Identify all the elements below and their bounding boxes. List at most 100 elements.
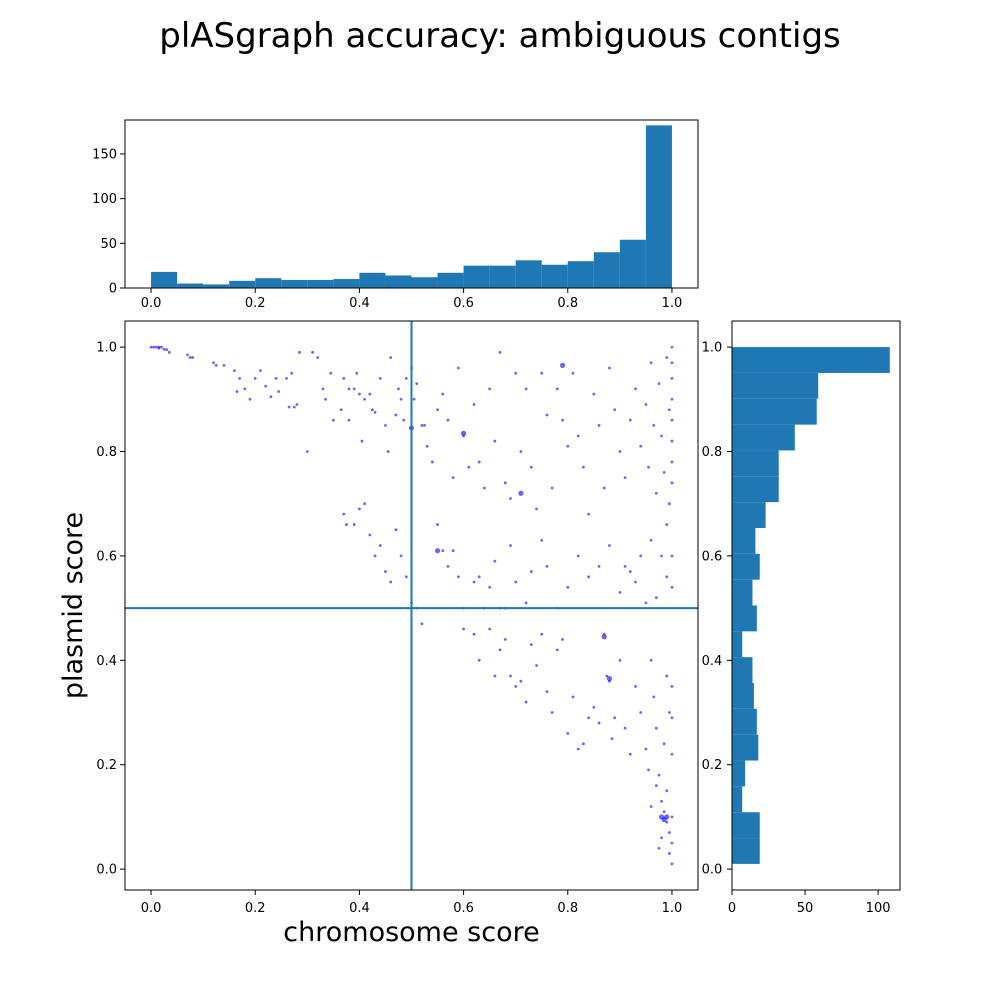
scatter-point	[519, 450, 523, 453]
plasmid-histogram-bar	[732, 760, 746, 787]
scatter-point	[188, 356, 192, 359]
scatter-point	[639, 711, 643, 714]
scatter-point	[647, 768, 650, 772]
scatter-point	[292, 405, 296, 409]
scatter-point	[503, 638, 507, 641]
scatter-point	[592, 705, 596, 709]
scatter-point	[451, 476, 455, 480]
scatter-point	[555, 648, 559, 652]
scatter-point	[602, 486, 606, 490]
plasmid-histogram-bar	[732, 812, 760, 839]
scatter-point	[665, 575, 669, 579]
scatter-point	[660, 799, 663, 803]
scatter-point	[436, 523, 439, 526]
scatter-point-large	[661, 816, 667, 823]
scatter-point	[670, 481, 674, 485]
scatter-point	[667, 502, 671, 506]
scatter-point	[618, 658, 622, 662]
scatter-point	[446, 418, 450, 422]
scatter-point	[561, 418, 564, 422]
scatter-point	[295, 403, 299, 406]
plasmid-histogram-bar	[732, 631, 743, 658]
scatter-point	[355, 371, 359, 375]
scatter-point	[587, 716, 591, 720]
chromosome-histogram-bar	[281, 279, 308, 288]
scatter-point-large	[518, 490, 524, 496]
scatter-point	[571, 695, 575, 699]
scatter-point	[493, 559, 497, 563]
scatter-x-tick-label: 0.4	[349, 901, 370, 916]
chromosome-histogram-bar	[567, 261, 594, 288]
scatter-point	[397, 387, 400, 391]
plasmid-histogram-x-tick-label: 100	[866, 901, 891, 916]
plasmid-histogram-y-tick-label: 0.8	[702, 445, 723, 460]
scatter-point	[384, 424, 387, 427]
plasmid-histogram-y-tick-label: 0.2	[702, 758, 723, 773]
scatter-point	[384, 570, 387, 573]
scatter-point	[305, 450, 309, 453]
scatter-frame	[124, 320, 699, 891]
scatter-point	[634, 387, 637, 391]
scatter-point	[667, 711, 671, 714]
scatter-point	[311, 350, 314, 354]
scatter-point	[498, 648, 502, 652]
scatter-point	[649, 361, 653, 365]
scatter-x-ticks: 0.0 0.2 0.4 0.6 0.8 1.0	[141, 890, 682, 916]
scatter-point	[290, 371, 294, 375]
scatter-point	[597, 721, 601, 725]
scatter-point	[550, 711, 554, 714]
scatter-point	[430, 460, 434, 464]
scatter-point	[670, 345, 674, 349]
scatter-point	[285, 377, 288, 380]
scatter-point	[665, 789, 669, 793]
scatter-point	[154, 345, 158, 349]
scatter-x-tick-label: 0.6	[453, 901, 474, 916]
chromosome-histogram-bar	[593, 252, 620, 288]
scatter-point	[519, 679, 523, 683]
scatter-point	[462, 627, 465, 631]
scatter-point	[665, 820, 669, 824]
plasmid-histogram-bar	[732, 838, 760, 864]
chromosome-histogram-x-tick-label: 0.0	[141, 296, 162, 311]
scatter-point	[618, 450, 622, 453]
scatter-point	[667, 408, 671, 412]
scatter-point	[654, 784, 658, 787]
scatter-point	[670, 554, 674, 558]
scatter-point	[649, 658, 653, 662]
scatter-point	[238, 377, 242, 380]
scatter-x-tick-label: 0.8	[557, 901, 578, 916]
scatter-point	[344, 523, 348, 526]
scatter-point-large	[434, 548, 441, 554]
scatter-point	[660, 836, 663, 840]
scatter-point	[253, 377, 257, 380]
scatter-point	[610, 737, 614, 741]
scatter-point	[670, 862, 674, 866]
scatter-point	[670, 377, 674, 380]
scatter-point	[149, 345, 153, 349]
scatter-y-tick-label: 0.4	[96, 654, 117, 669]
scatter-point	[498, 350, 502, 354]
chromosome-histogram-y-tick-label: 150	[92, 147, 117, 162]
scatter-point	[657, 382, 661, 386]
scatter-point	[259, 369, 262, 372]
scatter-point	[618, 591, 622, 594]
scatter-point	[509, 544, 512, 547]
chromosome-histogram-x-tick-label: 1.0	[662, 296, 683, 311]
plasmid-histogram-bar	[732, 553, 760, 580]
scatter-point	[561, 638, 564, 641]
chromosome-histogram-bar	[307, 279, 334, 288]
scatter-point	[662, 470, 666, 474]
scatter-point	[339, 408, 343, 412]
scatter-point	[654, 491, 658, 495]
scatter-y-tick-label: 0.0	[96, 863, 117, 878]
scatter-point	[394, 413, 398, 417]
plasmid-histogram-bar	[732, 450, 779, 477]
scatter-point	[371, 408, 374, 412]
scatter-point	[670, 815, 674, 819]
scatter-y-ticks: 0.0 0.2 0.4 0.6 0.8 1.0	[96, 341, 125, 878]
scatter-point	[654, 726, 658, 730]
scatter-point	[514, 685, 518, 688]
scatter-point	[368, 533, 372, 537]
scatter-point	[665, 523, 669, 526]
scatter-point	[488, 585, 492, 589]
